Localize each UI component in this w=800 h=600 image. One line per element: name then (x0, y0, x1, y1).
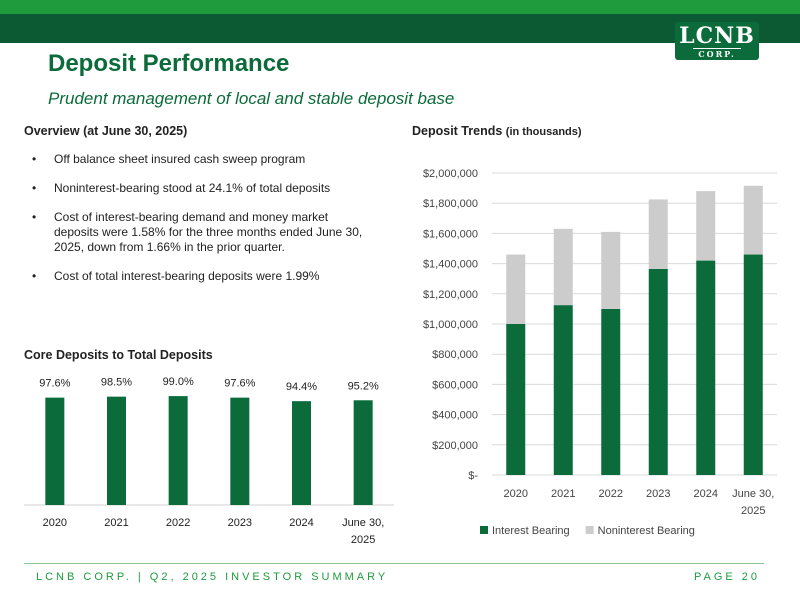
overview-bullet-list: Off balance sheet insured cash sweep pro… (26, 152, 376, 298)
core-deposits-data-label: 97.6% (224, 378, 255, 390)
core-deposits-x-tick-label: 2023 (228, 517, 252, 529)
deposit-trends-y-tick-label: $800,000 (432, 349, 478, 361)
deposit-trends-x-tick-label: 2021 (551, 488, 575, 500)
core-deposits-data-label: 98.5% (101, 377, 132, 389)
core-deposits-x-tick-label: June 30, (342, 517, 384, 529)
core-deposits-chart-svg: 97.6% 2020 98.5% 2021 99.0% 2022 97.6% 2023 94.4… (24, 376, 394, 546)
deposit-trends-bar-segment (696, 191, 716, 261)
core-deposits-data-label: 94.4% (286, 381, 317, 393)
core-deposits-bar (292, 401, 311, 505)
core-deposits-bar (168, 396, 188, 505)
page-subtitle: Prudent management of local and stable d… (48, 89, 455, 108)
deposit-trends-y-tick-label: $1,400,000 (423, 259, 478, 271)
deposit-trends-y-tick-label: $1,200,000 (423, 289, 478, 301)
core-deposits-bar (230, 397, 250, 505)
overview-bullet: Noninterest-bearing stood at 24.1% of to… (26, 181, 376, 196)
deposit-trends-bar-segment (696, 260, 716, 475)
deposit-trends-bar-segment (601, 231, 621, 309)
deposit-trends-bar-segment (506, 254, 526, 324)
deposit-trends-bar-segment (743, 185, 763, 255)
deposit-trends-x-tick-label: 2025 (741, 505, 765, 517)
core-deposits-x-tick-label: 2025 (351, 534, 375, 546)
core-deposits-bar (353, 400, 373, 505)
deposit-trends-title: Deposit Trends (412, 124, 503, 138)
core-deposits-bar (107, 396, 126, 505)
deposit-trends-y-tick-label: $2,000,000 (423, 168, 478, 180)
header-accent-bar (0, 0, 800, 14)
overview-bullet: Cost of total interest-bearing deposits … (26, 269, 376, 284)
deposit-trends-legend-label: Noninterest Bearing (598, 525, 695, 537)
core-deposits-x-tick-label: 2020 (43, 517, 67, 529)
deposit-trends-y-tick-label: $200,000 (432, 440, 478, 452)
logo-main-text: LCNB (679, 23, 755, 49)
deposit-trends-y-tick-label: $1,000,000 (423, 319, 478, 331)
deposit-trends-y-tick-label: $1,800,000 (423, 198, 478, 210)
deposit-trends-y-tick-label: $- (468, 470, 478, 482)
deposit-trends-bar-segment (601, 308, 621, 475)
company-logo: LCNB CORP. (675, 22, 759, 60)
core-deposits-heading: Core Deposits to Total Deposits (24, 348, 213, 362)
core-deposits-bar (45, 397, 65, 505)
deposit-trends-legend-swatch (480, 526, 488, 534)
footer-divider (24, 563, 764, 564)
deposit-trends-x-tick-label: 2020 (504, 488, 528, 500)
deposit-trends-y-tick-label: $400,000 (432, 410, 478, 422)
deposit-trends-x-tick-label: 2023 (646, 488, 670, 500)
core-deposits-data-label: 95.2% (348, 380, 379, 392)
deposit-trends-chart-svg: $- $200,000 $400,000 $600,000 $800,000 $1,000… (423, 168, 777, 537)
deposit-trends-y-tick-label: $1,600,000 (423, 228, 478, 240)
core-deposits-data-label: 97.6% (39, 378, 70, 390)
deposit-trends-x-tick-label: 2024 (694, 488, 718, 500)
deposit-trends-heading: Deposit Trends (in thousands) (412, 124, 582, 138)
deposit-trends-x-tick-label: June 30, (732, 488, 774, 500)
deposit-trends-bar-segment (553, 305, 573, 475)
footer-page-number: PAGE 20 (694, 571, 761, 583)
deposit-trends-bar-segment (553, 228, 573, 306)
header-bar (0, 14, 800, 43)
overview-bullet: Off balance sheet insured cash sweep pro… (26, 152, 376, 167)
deposit-trends-legend-swatch (585, 526, 594, 534)
deposit-trends-bar-segment (506, 324, 526, 475)
overview-heading: Overview (at June 30, 2025) (24, 124, 188, 138)
deposit-trends-bar-segment (648, 199, 668, 269)
deposit-trends-units: (in thousands) (505, 126, 582, 138)
core-deposits-x-tick-label: 2024 (289, 517, 313, 529)
deposit-trends-x-tick-label: 2022 (599, 488, 623, 500)
core-deposits-x-tick-label: 2022 (166, 517, 190, 529)
core-deposits-x-tick-label: 2021 (104, 517, 128, 529)
deposit-trends-bar-segment (648, 268, 668, 475)
core-deposits-data-label: 99.0% (163, 376, 194, 388)
logo-sub-text: CORP. (693, 48, 741, 59)
deposit-trends-bar-segment (743, 254, 763, 475)
deposit-trends-y-tick-label: $600,000 (432, 379, 478, 391)
overview-bullet: Cost of interest-bearing demand and mone… (26, 210, 376, 255)
deposit-trends-legend-label: Interest Bearing (492, 525, 570, 537)
footer-presentation-title: LCNB CORP. | Q2, 2025 INVESTOR SUMMARY (36, 571, 389, 583)
page-title: Deposit Performance (48, 50, 290, 77)
